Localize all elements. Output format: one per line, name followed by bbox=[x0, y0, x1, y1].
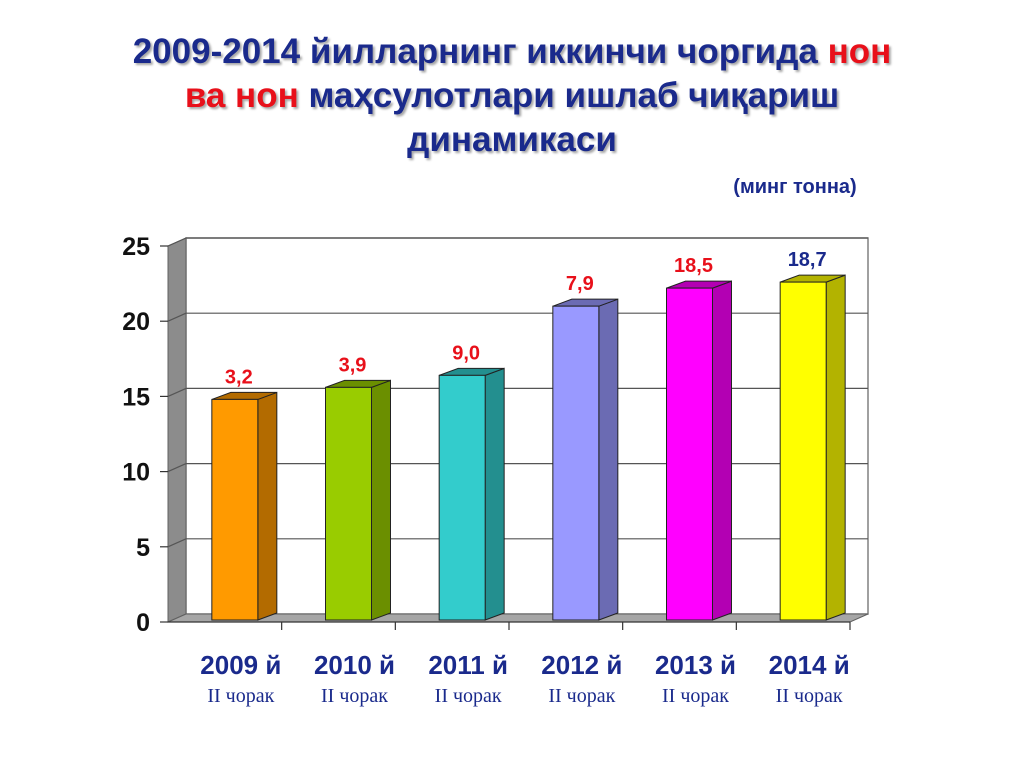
y-tick-label: 20 bbox=[122, 308, 150, 336]
y-tick-label: 10 bbox=[122, 459, 150, 487]
data-label: 3,2 bbox=[225, 366, 253, 388]
x-tick-label: 2014 й bbox=[769, 650, 850, 680]
bar-side bbox=[712, 280, 732, 621]
gridline-side bbox=[167, 312, 187, 322]
x-subtick-label: II чорак bbox=[548, 685, 615, 707]
data-label: 18,7 bbox=[788, 249, 827, 271]
bar bbox=[666, 287, 713, 621]
unit-label: (минг тонна) bbox=[733, 176, 857, 198]
title-line2-rest: маҳсулотлари ишлаб чиқариш bbox=[298, 76, 840, 115]
x-subtick-label: II чорак bbox=[207, 685, 274, 707]
floor bbox=[167, 613, 869, 623]
data-label: 3,9 bbox=[339, 354, 367, 376]
x-tick-label: 2012 й bbox=[541, 650, 622, 680]
x-axis: 2009 й II чорак 2010 й II чорак 2011 й II чор… bbox=[168, 621, 851, 707]
title-highlight-1: нон bbox=[827, 32, 892, 71]
bar bbox=[211, 398, 259, 621]
bar-side bbox=[371, 379, 391, 621]
y-tick-label: 25 bbox=[122, 233, 150, 261]
gridline-side bbox=[167, 237, 187, 247]
bar bbox=[438, 374, 486, 621]
x-subtick-label: II чорак bbox=[435, 685, 502, 707]
chart-title: 2009-2014 йилларнинг иккинчи чоргида нон… bbox=[40, 30, 984, 162]
title-line3: динамикаси bbox=[407, 120, 617, 159]
gridline-side bbox=[167, 387, 187, 397]
side-wall bbox=[167, 237, 187, 623]
bar-side bbox=[825, 274, 846, 621]
x-tick-label: 2013 й bbox=[655, 650, 736, 680]
bar-side bbox=[484, 367, 505, 621]
x-subtick-label: II чорак bbox=[321, 685, 388, 707]
y-tick-label: 15 bbox=[122, 383, 150, 411]
x-subtick-label: II чорак bbox=[662, 685, 729, 707]
gridline-side bbox=[167, 538, 187, 548]
data-label: 7,9 bbox=[566, 273, 594, 295]
back-wall bbox=[185, 237, 869, 615]
x-subtick-label: II чорак bbox=[776, 685, 843, 707]
y-axis-ticks: 0 5 10 15 20 25 bbox=[122, 233, 168, 637]
bar bbox=[779, 281, 827, 621]
x-tick-label: 2011 й bbox=[428, 650, 508, 680]
bar bbox=[552, 305, 600, 621]
bars bbox=[211, 274, 846, 621]
title-line1-prefix: 2009-2014 йилларнинг иккинчи чоргида bbox=[132, 32, 828, 71]
data-labels: 3,2 3,9 9,0 7,9 18,5 18,7 bbox=[225, 249, 827, 388]
data-label: 18,5 bbox=[674, 255, 713, 277]
data-label: 9,0 bbox=[452, 342, 480, 364]
y-tick-label: 5 bbox=[136, 534, 150, 562]
bar bbox=[325, 386, 372, 621]
x-tick-label: 2010 й bbox=[314, 650, 395, 680]
y-tick-label: 0 bbox=[136, 609, 150, 637]
gridlines bbox=[167, 237, 868, 548]
x-tick-label: 2009 й bbox=[200, 650, 281, 680]
title-highlight-2: ва нон bbox=[184, 76, 299, 115]
bar-side bbox=[598, 298, 619, 621]
gridline-side bbox=[167, 463, 187, 473]
bar-side bbox=[257, 391, 278, 621]
